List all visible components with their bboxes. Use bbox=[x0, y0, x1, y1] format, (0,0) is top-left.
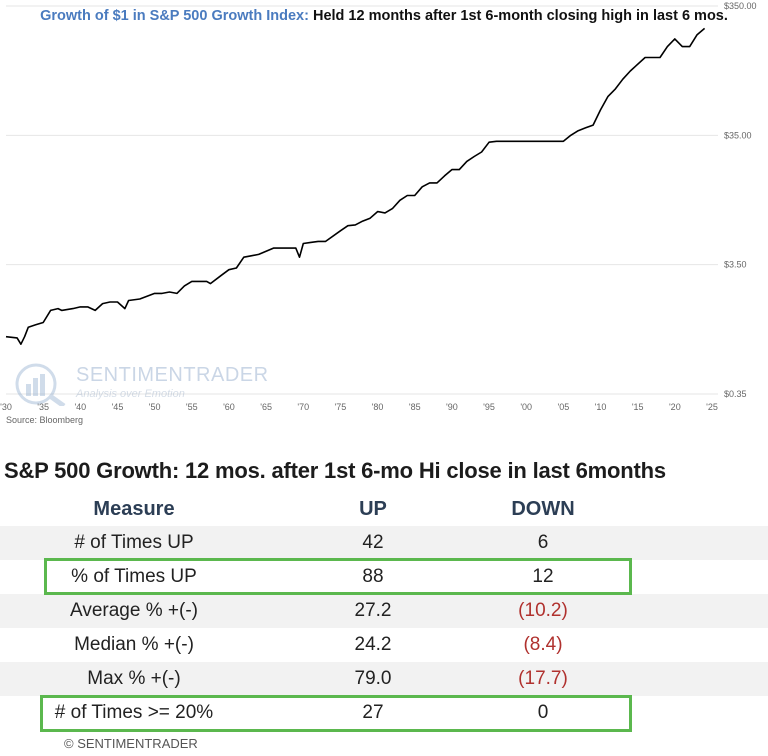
header-up: UP bbox=[359, 497, 387, 520]
row-up-value: 27.2 bbox=[354, 600, 392, 621]
row-down-value: (8.4) bbox=[523, 634, 563, 655]
x-tick-label: '80 bbox=[372, 402, 384, 412]
x-tick-label: '10 bbox=[595, 402, 607, 412]
table-title: S&P 500 Growth: 12 mos. after 1st 6-mo H… bbox=[4, 458, 666, 483]
row-down-value: (10.2) bbox=[518, 600, 568, 621]
highlight-box-pct-up bbox=[44, 558, 632, 595]
watermark-tagline: Analysis over Emotion bbox=[76, 388, 185, 400]
table-row: Median % +(-) 24.2 (8.4) bbox=[0, 628, 768, 662]
y-tick-label: $350.00 bbox=[724, 1, 757, 11]
x-tick-label: '15 bbox=[632, 402, 644, 412]
row-measure: Average % +(-) bbox=[70, 600, 198, 621]
grid-lines bbox=[6, 5, 718, 395]
x-axis-ticks: '30 '35 '40 '45 '50 '55 '60 '65 '70 '75 '80 '85 '90 '… bbox=[0, 402, 718, 412]
highlight-box-20pct bbox=[40, 695, 632, 732]
table-row: # of Times UP 42 6 bbox=[0, 526, 768, 560]
x-tick-label: '90 bbox=[446, 402, 458, 412]
row-up-value: 42 bbox=[362, 532, 384, 553]
x-tick-label: '95 bbox=[483, 402, 495, 412]
x-tick-label: '30 bbox=[0, 402, 12, 412]
row-down-value: 6 bbox=[537, 532, 549, 553]
x-tick-label: '85 bbox=[409, 402, 421, 412]
x-tick-label: '40 bbox=[74, 402, 86, 412]
x-tick-label: '00 bbox=[520, 402, 532, 412]
chart-title: Growth of $1 in S&P 500 Growth Index: He… bbox=[0, 8, 768, 24]
series-line bbox=[5, 27, 706, 345]
row-up-value: 79.0 bbox=[354, 668, 392, 689]
row-down-value: 0 bbox=[537, 702, 549, 723]
growth-line-chart: $350.00$35.00$3.50$0.35 '30'35'40'45'50 '… bbox=[0, 1, 757, 412]
y-tick-label: $35.00 bbox=[724, 130, 752, 140]
x-tick-label: '45 bbox=[112, 402, 124, 412]
row-measure: Median % +(-) bbox=[74, 634, 194, 655]
x-tick-label: '65 bbox=[260, 402, 272, 412]
x-tick-label: '60 bbox=[223, 402, 235, 412]
table-row: % of Times UP 88 12 bbox=[0, 560, 768, 594]
row-measure: Max % +(-) bbox=[87, 668, 181, 689]
watermark-name: SENTIMENTRADER bbox=[76, 364, 269, 386]
table-row: # of Times >= 20% 27 0 bbox=[0, 696, 768, 730]
row-down-value: 12 bbox=[532, 566, 554, 587]
row-measure: # of Times UP bbox=[74, 532, 194, 553]
row-up-value: 27 bbox=[362, 702, 384, 723]
logo-chart-icon bbox=[15, 363, 66, 409]
row-up-value: 24.2 bbox=[354, 634, 392, 655]
header-down: DOWN bbox=[511, 497, 575, 520]
row-measure: % of Times UP bbox=[71, 566, 197, 587]
table-row: Max % +(-) 79.0 (17.7) bbox=[0, 662, 768, 696]
x-tick-label: '20 bbox=[669, 402, 681, 412]
chart-title-part2: Held 12 months after 1st 6-month closing… bbox=[312, 8, 728, 24]
table-header-row: Measure UP DOWN bbox=[0, 492, 768, 526]
x-tick-label: '25 bbox=[706, 402, 718, 412]
x-tick-label: '35 bbox=[37, 402, 49, 412]
header-measure: Measure bbox=[93, 497, 175, 520]
source-note: Source: Bloomberg bbox=[6, 415, 84, 425]
footer-copyright: © SENTIMENTRADER bbox=[64, 736, 198, 751]
x-tick-label: '75 bbox=[335, 402, 347, 412]
x-tick-label: '70 bbox=[297, 402, 309, 412]
table-row: Average % +(-) 27.2 (10.2) bbox=[0, 594, 768, 628]
y-tick-label: $3.50 bbox=[724, 260, 747, 270]
y-axis-ticks: $350.00 $35.00 $3.50 $0.35 bbox=[724, 1, 757, 399]
x-tick-label: '50 bbox=[149, 402, 161, 412]
chart-title-part1: Growth of $1 in S&P 500 Growth Index: bbox=[40, 8, 309, 24]
y-tick-label: $0.35 bbox=[724, 389, 747, 399]
stats-table: Measure UP DOWN # of Times UP 42 6 % of … bbox=[0, 492, 768, 730]
sentimentrader-watermark: SENTIMENTRADER Analysis over Emotion bbox=[14, 362, 268, 411]
x-tick-label: '05 bbox=[558, 402, 570, 412]
row-down-value: (17.7) bbox=[518, 668, 568, 689]
row-up-value: 88 bbox=[362, 566, 384, 587]
x-tick-label: '55 bbox=[186, 402, 198, 412]
row-measure: # of Times >= 20% bbox=[54, 702, 214, 723]
